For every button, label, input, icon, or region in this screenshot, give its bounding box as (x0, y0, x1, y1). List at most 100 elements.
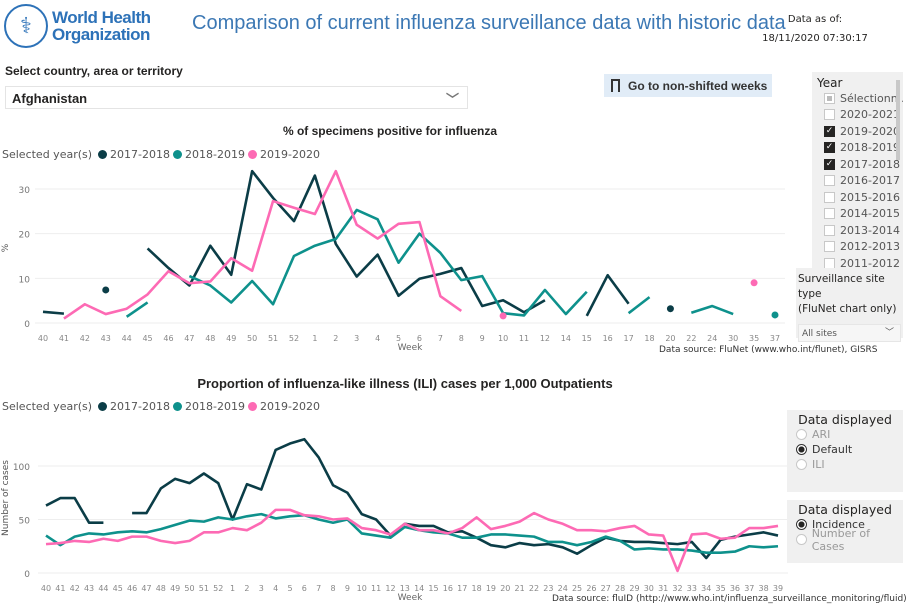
series-line-2018-2019 (45, 512, 779, 554)
y-tick-label: 20 (19, 231, 31, 241)
x-tick-label: 16 (443, 584, 453, 593)
site-type-dropdown[interactable]: All sites ﹀ (798, 324, 901, 342)
data-point-2019-2020 (750, 279, 758, 287)
year-option[interactable]: ✓ 2018-2019 (824, 140, 903, 157)
legend-item[interactable]: 2019-2020 (259, 400, 320, 413)
year-label: Sélectionn... (840, 91, 903, 105)
go-to-non-shifted-weeks-button[interactable]: Go to non-shifted weeks (604, 74, 772, 97)
x-tick-label: 34 (701, 584, 711, 593)
y-tick-label: 0 (24, 320, 30, 330)
x-tick-label: 47 (141, 584, 151, 593)
checkbox-icon (824, 208, 835, 220)
x-tick-label: 26 (586, 584, 596, 593)
year-option[interactable]: ✓ 2019-2020 (824, 123, 903, 140)
checkbox-icon (824, 191, 835, 203)
year-option[interactable]: 2020-2021 (824, 107, 903, 124)
x-tick-label: 50 (247, 334, 257, 343)
radio-option[interactable]: Incidence (796, 517, 903, 532)
radio-option[interactable]: ILI (796, 457, 903, 472)
legend-marker (173, 150, 183, 159)
legend-marker (98, 150, 108, 159)
x-tick-label: 12 (540, 334, 550, 343)
x-tick-label: 35 (715, 584, 725, 593)
x-tick-label: 18 (471, 584, 481, 593)
legend-marker (247, 150, 257, 159)
radio-title: Data displayed (798, 412, 892, 427)
year-filter: Year Sélectionn... 2020-2021 ✓ 2019-2020 ✓ 20… (812, 72, 903, 268)
x-tick-label: 42 (80, 334, 90, 343)
year-label: 2020-2021 (840, 108, 900, 122)
scrollbar[interactable] (896, 80, 900, 160)
data-point-2018-2019 (771, 311, 779, 319)
country-select-label: Select country, area or territory (5, 64, 183, 78)
x-tick-label: 1 (230, 584, 235, 593)
chevron-down-icon: ﹀ (445, 92, 459, 107)
x-tick-label: 7 (316, 584, 321, 593)
year-option[interactable]: 2013-2014 (824, 222, 903, 239)
year-filter-title: Year (817, 76, 843, 90)
country-dropdown[interactable]: Afghanistan ﹀ (5, 86, 468, 109)
data-source: Data source: fluID (http://www.who.int/i… (552, 594, 907, 604)
x-tick-label: 30 (728, 334, 738, 343)
x-tick-label: 5 (287, 584, 292, 593)
radio-label: ILI (812, 458, 825, 471)
year-option[interactable]: Sélectionn... (824, 90, 903, 107)
year-label: 2013-2014 (840, 223, 900, 237)
x-tick-label: 23 (543, 584, 553, 593)
year-option[interactable]: 2016-2017 (824, 173, 903, 190)
legend-item[interactable]: 2017-2018 (110, 400, 171, 413)
data-point-2019-2020 (499, 312, 507, 320)
x-tick-label: 5 (396, 334, 401, 343)
x-tick-label: 40 (41, 584, 51, 593)
series-line-2019-2020 (63, 169, 463, 320)
x-tick-label: 37 (744, 584, 754, 593)
radio-option[interactable]: Default (796, 442, 903, 457)
x-tick-label: 48 (156, 584, 166, 593)
year-option[interactable]: 2014-2015 (824, 206, 903, 223)
year-option[interactable]: 2011-2012 (824, 255, 903, 268)
data-as-of-value: 18/11/2020 07:30:17 (762, 33, 868, 44)
country-value: Afghanistan (12, 91, 88, 106)
x-tick-label: 17 (624, 334, 634, 343)
legend-item[interactable]: 2018-2019 (185, 148, 245, 161)
data-as-of-label: Data as of: (787, 14, 843, 25)
year-option[interactable]: ✓ 2017-2018 (824, 156, 903, 173)
x-tick-label: 49 (170, 584, 180, 593)
year-label: 2014-2015 (840, 207, 900, 221)
data-as-of: Data as of: 18/11/2020 07:30:17 (760, 10, 870, 48)
x-tick-label: 28 (615, 584, 625, 593)
x-tick-label: 4 (273, 584, 278, 593)
x-tick-label: 39 (773, 584, 783, 593)
x-tick-label: 8 (459, 334, 464, 343)
checkbox-icon (824, 241, 835, 253)
radio-option[interactable]: ARI (796, 427, 903, 442)
series-line-2017-2018 (42, 310, 65, 315)
x-tick-label: 33 (687, 584, 697, 593)
x-tick-label: 12 (385, 584, 395, 593)
x-tick-label: 18 (644, 334, 654, 343)
year-label: 2016-2017 (840, 174, 900, 188)
x-tick-label: 37 (770, 334, 780, 343)
x-tick-label: 1 (312, 334, 317, 343)
radio-option[interactable]: Number of Cases (796, 527, 903, 553)
who-logo: ⚕ World Health Organization (4, 4, 151, 48)
legend-item[interactable]: 2017-2018 (110, 148, 171, 161)
year-label: 2019-2020 (840, 124, 900, 138)
legend-item[interactable]: 2018-2019 (185, 400, 245, 413)
x-tick-label: 51 (199, 584, 209, 593)
year-option[interactable]: 2015-2016 (824, 189, 903, 206)
chevron-down-icon: ﹀ (884, 328, 894, 338)
legend-marker (173, 402, 183, 411)
x-tick-label: 24 (707, 334, 717, 343)
x-tick-label: 16 (603, 334, 613, 343)
x-tick-label: 11 (519, 334, 529, 343)
year-option[interactable]: 2012-2013 (824, 239, 903, 256)
radio-label: ARI (812, 428, 831, 441)
year-label: 2011-2012 (840, 256, 900, 268)
x-tick-label: 15 (428, 584, 438, 593)
chart-title: % of specimens positive for influenza (282, 124, 498, 138)
legend-item[interactable]: 2019-2020 (259, 148, 320, 161)
legend-label: Selected year(s) (2, 148, 93, 161)
x-tick-label: 27 (601, 584, 611, 593)
x-tick-label: 7 (438, 334, 443, 343)
